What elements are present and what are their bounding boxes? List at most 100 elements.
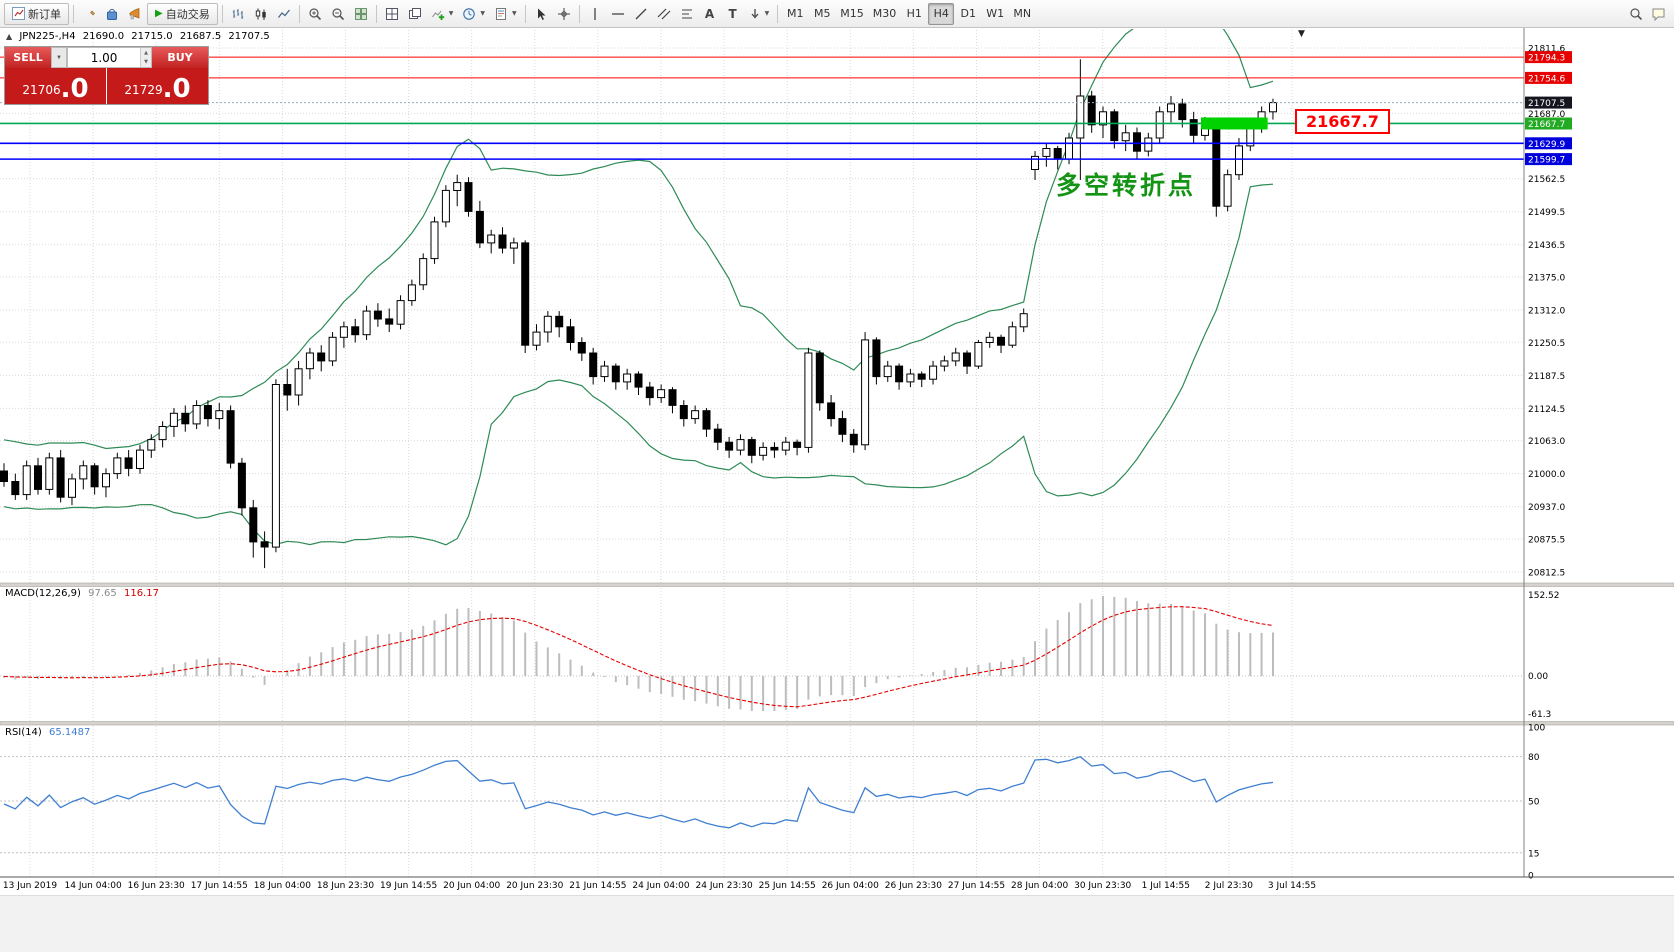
line-chart-icon <box>277 9 290 18</box>
indicators-button[interactable]: ▼ <box>427 3 458 25</box>
horizontal-line-icon <box>611 12 624 15</box>
svg-text:13 Jun 2019: 13 Jun 2019 <box>3 881 57 891</box>
volume-input[interactable] <box>68 48 141 67</box>
chart-text-annotation[interactable]: 多空转折点 <box>1056 171 1197 200</box>
chat-button[interactable] <box>1647 3 1670 25</box>
timeframe-m15-button[interactable]: M15 <box>836 3 868 25</box>
chevron-down-icon: ▼ <box>448 10 454 17</box>
svg-text:50: 50 <box>1528 798 1540 808</box>
buy-price-button[interactable]: 21729 .0 <box>107 68 208 104</box>
autotrading-button[interactable]: ▶ 自动交易 <box>147 2 218 25</box>
channel-button[interactable] <box>653 3 675 25</box>
search-button[interactable] <box>1625 3 1647 25</box>
sell-price-button[interactable]: 21706 .0 <box>5 68 106 104</box>
trade-panel-toggle-icon[interactable]: ▲ <box>6 32 13 41</box>
chevron-down-icon: ▼ <box>56 54 62 61</box>
candlestick-chart-button[interactable] <box>250 3 272 25</box>
chart-dropdown-marker-icon[interactable]: ▼ <box>1298 29 1305 39</box>
panel-splitter[interactable] <box>0 582 1674 587</box>
svg-text:21811.6: 21811.6 <box>1528 45 1565 55</box>
volume-spinner[interactable]: ▲ ▼ <box>140 48 151 67</box>
tile-windows-icon <box>385 7 398 20</box>
new-order-icon <box>12 7 25 20</box>
svg-text:24 Jun 23:30: 24 Jun 23:30 <box>696 881 753 891</box>
zoom-out-icon <box>332 7 344 20</box>
timeframe-m30-button[interactable]: M30 <box>869 3 901 25</box>
toolbar-right-group <box>1625 3 1670 25</box>
svg-text:21667.7: 21667.7 <box>1528 120 1565 130</box>
panel-splitter[interactable] <box>0 721 1674 726</box>
crosshair-button[interactable] <box>553 3 575 25</box>
spin-down-icon[interactable]: ▼ <box>141 57 151 67</box>
market-icon <box>107 8 117 20</box>
sell-price-main: 21706 <box>22 83 61 97</box>
spin-up-icon[interactable]: ▲ <box>141 48 151 58</box>
rsi-header: RSI(14) 65.1487 <box>5 727 94 738</box>
toolbar-separator <box>375 4 377 23</box>
timeframe-h1-button[interactable]: H1 <box>901 3 927 25</box>
metaeditor-button[interactable] <box>78 3 100 25</box>
timeframe-d1-button[interactable]: D1 <box>955 3 981 25</box>
zoom-in-button[interactable] <box>304 3 326 25</box>
toolbar-separator <box>578 4 580 23</box>
auto-arrange-button[interactable] <box>350 3 372 25</box>
zoom-in-icon <box>309 7 321 20</box>
svg-text:30 Jun 23:30: 30 Jun 23:30 <box>1074 881 1131 891</box>
timeframe-w1-button[interactable]: W1 <box>982 3 1008 25</box>
arrows-button[interactable]: ▼ <box>745 3 774 25</box>
svg-text:14 Jun 04:00: 14 Jun 04:00 <box>65 881 122 891</box>
volume-dropdown-button[interactable]: ▼ <box>51 47 67 68</box>
sell-button[interactable]: SELL <box>5 47 51 68</box>
buy-button[interactable]: BUY <box>152 47 208 68</box>
template-button[interactable]: ▼ <box>490 3 521 25</box>
horizontal-line-button[interactable] <box>607 3 629 25</box>
chevron-down-icon: ▼ <box>764 10 770 17</box>
line-chart-button[interactable] <box>273 3 295 25</box>
macd-header: MACD(12,26,9) 97.65 116.17 <box>5 588 163 599</box>
timeframe-h4-button[interactable]: H4 <box>928 2 955 25</box>
vertical-line-button[interactable] <box>584 3 606 25</box>
tile-windows-button[interactable] <box>381 3 403 25</box>
timeframe-m5-button[interactable]: M5 <box>809 3 835 25</box>
buy-price-main: 21729 <box>124 83 163 97</box>
svg-text:0.00: 0.00 <box>1528 672 1548 682</box>
time-axis[interactable]: 13 Jun 2019 14 Jun 04:00 16 Jun 23:30 17 Ju… <box>0 876 1674 891</box>
svg-text:21000.0: 21000.0 <box>1528 470 1565 480</box>
cascade-windows-button[interactable] <box>404 3 426 25</box>
crosshair-icon <box>557 7 570 20</box>
periods-button[interactable]: ▼ <box>458 3 489 25</box>
chevron-down-icon: ▼ <box>480 10 485 17</box>
timeframe-mn-button[interactable]: MN <box>1009 3 1035 25</box>
svg-text:26 Jun 04:00: 26 Jun 04:00 <box>822 881 879 891</box>
svg-text:21599.7: 21599.7 <box>1528 156 1565 166</box>
rsi-value: 65.1487 <box>48 727 91 738</box>
svg-text:20812.5: 20812.5 <box>1528 569 1565 579</box>
text-button[interactable]: A <box>699 3 721 25</box>
fibonacci-button[interactable] <box>676 3 698 25</box>
signals-button[interactable] <box>124 3 146 25</box>
arrow-icon <box>751 8 759 18</box>
bar-chart-button[interactable] <box>227 3 249 25</box>
horizontal-lines[interactable] <box>0 56 1524 160</box>
one-click-trading-panel: SELL ▼ ▲ ▼ BUY 21706 .0 21729 .0 <box>4 46 209 105</box>
market-button[interactable] <box>101 3 123 25</box>
label-icon: T <box>728 6 737 21</box>
zoom-out-button[interactable] <box>327 3 349 25</box>
price-callout-label[interactable]: 21667.7 <box>1295 109 1390 134</box>
candles <box>0 59 1277 569</box>
text-icon: A <box>704 6 715 21</box>
svg-text:20 Jun 04:00: 20 Jun 04:00 <box>443 881 500 891</box>
timeframe-m1-button[interactable]: M1 <box>782 3 808 25</box>
cursor-button[interactable] <box>530 3 552 25</box>
new-order-button[interactable]: 新订单 <box>4 2 69 25</box>
svg-text:24 Jun 04:00: 24 Jun 04:00 <box>632 881 689 891</box>
highlight-rectangle[interactable] <box>1200 117 1268 130</box>
rsi-label: RSI(14) <box>5 727 42 738</box>
svg-text:21312.0: 21312.0 <box>1528 307 1565 317</box>
trendline-button[interactable] <box>630 3 652 25</box>
svg-text:21629.9: 21629.9 <box>1528 140 1565 150</box>
label-button[interactable]: T <box>722 3 744 25</box>
svg-text:21794.3: 21794.3 <box>1528 54 1565 64</box>
